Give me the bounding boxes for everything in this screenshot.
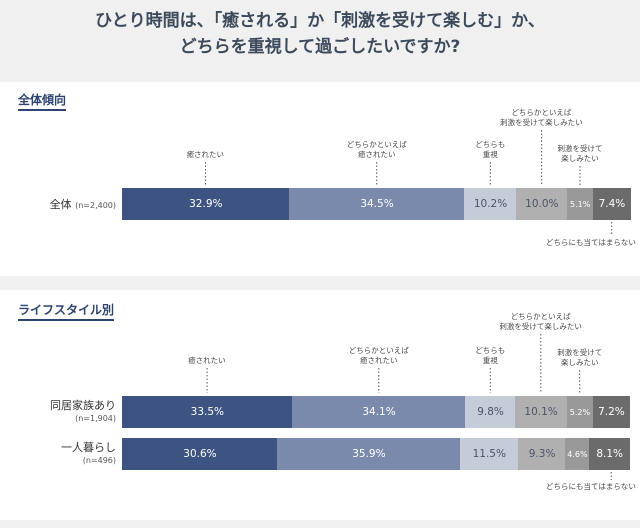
bar-segment-heal: 32.9% xyxy=(122,188,290,220)
row-label-name: 同居家族あり xyxy=(50,399,116,412)
annotation-line: 癒されたい xyxy=(188,356,226,365)
stacked-bar: 30.6% 35.9% 11.5% 9.3% 4.6% 8.1% xyxy=(122,438,631,470)
annotation-line: 重視 xyxy=(482,356,498,365)
bar-segment-somewhat-heal: 34.5% xyxy=(289,188,465,220)
annotation-line: どちらも xyxy=(475,140,506,149)
annotation-somewhat-stimulate: どちらかといえば 刺激を受けて楽しみたい xyxy=(500,108,583,128)
chart-title: ひとり時間は、「癒される」か「刺激を受けて楽しむ」か、 どちらを重視して過ごした… xyxy=(0,8,640,60)
bar-segment-neither: 8.1% xyxy=(588,438,631,470)
row-label-name: 全体 xyxy=(49,198,72,211)
bar-segment-both: 11.5% xyxy=(459,438,519,470)
annotation-line: 刺激を受けて xyxy=(557,348,603,357)
annotation-line: 癒されたい xyxy=(360,356,398,365)
bar-segment-somewhat-heal: 34.1% xyxy=(292,396,466,428)
section-heading-overall: 全体傾向 xyxy=(18,92,67,111)
bar-segment-somewhat-stimulate: 9.3% xyxy=(518,438,566,470)
bar-segment-somewhat-heal: 35.9% xyxy=(277,438,461,470)
bar-segment-both: 9.8% xyxy=(465,396,516,428)
annotation-somewhat-heal: どちらかといえば 癒されたい xyxy=(349,346,409,366)
annotation-line: どちらかといえば xyxy=(346,140,407,149)
annotation-line: どちらかといえば xyxy=(348,346,409,355)
stacked-bar: 33.5% 34.1% 9.8% 10.1% 5.2% 7.2% xyxy=(122,396,630,428)
bar-segment-heal: 33.5% xyxy=(122,396,293,428)
annotation-line: 刺激を受けて xyxy=(557,144,603,153)
lifestyle-panel: ライフスタイル別 癒されたい どちらかといえば 癒されたい どちらも 重視 どちらかといえ… xyxy=(0,290,640,520)
bar-segment-both: 10.2% xyxy=(464,188,517,220)
bar-segment-stimulate: 5.1% xyxy=(567,188,594,220)
annotation-line: どちらも xyxy=(475,346,506,355)
row-label: 同居家族あり (n=1,904) xyxy=(50,399,116,425)
annotation-line: どちらかといえば xyxy=(510,312,571,321)
annotation-heal: 癒されたい xyxy=(188,356,226,366)
bar-segment-neither: 7.2% xyxy=(592,396,630,428)
annotation-somewhat-heal: どちらかといえば 癒されたい xyxy=(347,140,407,160)
row-label: 全体 (n=2,400) xyxy=(50,198,116,212)
bar-segment-stimulate: 5.2% xyxy=(566,396,594,428)
annotation-both: どちらも 重視 xyxy=(475,140,505,160)
bar-segment-neither: 7.4% xyxy=(592,188,631,220)
annotation-heal: 癒されたい xyxy=(187,150,225,160)
annotation-line: どちらにも当てはまらない xyxy=(546,482,636,491)
bar-segment-somewhat-stimulate: 10.0% xyxy=(516,188,568,220)
row-label-name: 一人暮らし xyxy=(61,441,116,454)
annotation-line: どちらかといえば xyxy=(511,108,572,117)
annotation-line: 重視 xyxy=(482,150,498,159)
stacked-bar: 32.9% 34.5% 10.2% 10.0% 5.1% 7.4% xyxy=(122,188,631,220)
annotation-line: 癒されたい xyxy=(186,150,225,159)
annotation-both: どちらも 重視 xyxy=(475,346,505,366)
annotation-line: 刺激を受けて楽しみたい xyxy=(500,118,583,127)
chart-title-line2: どちらを重視して過ごしたいですか? xyxy=(179,37,461,57)
section-heading-lifestyle: ライフスタイル別 xyxy=(18,302,115,321)
annotation-line: 楽しみたい xyxy=(560,358,599,367)
overall-panel: 全体傾向 癒されたい どちらかといえば 癒されたい どちらも 重視 どちらかといえば 刺激を… xyxy=(0,82,640,276)
annotation-line: どちらにも当てはまらない xyxy=(546,238,636,247)
annotation-stimulate: 刺激を受けて 楽しみたい xyxy=(557,144,602,164)
row-label: 一人暮らし (n=496) xyxy=(61,441,116,467)
annotation-neither: どちらにも当てはまらない xyxy=(546,482,636,492)
annotation-line: 癒されたい xyxy=(358,150,396,159)
row-label-n: (n=496) xyxy=(82,456,116,465)
bar-segment-stimulate: 4.6% xyxy=(565,438,590,470)
annotation-neither: どちらにも当てはまらない xyxy=(546,238,636,248)
bar-segment-somewhat-stimulate: 10.1% xyxy=(515,396,567,428)
annotation-line: 楽しみたい xyxy=(561,154,599,163)
annotation-somewhat-stimulate: どちらかといえば 刺激を受けて楽しみたい xyxy=(499,312,582,332)
annotation-stimulate: 刺激を受けて 楽しみたい xyxy=(557,348,602,368)
bar-segment-heal: 30.6% xyxy=(122,438,278,470)
chart-title-line1: ひとり時間は、「癒される」か「刺激を受けて楽しむ」か、 xyxy=(95,11,545,31)
row-label-n: (n=1,904) xyxy=(75,414,116,423)
row-label-n: (n=2,400) xyxy=(75,201,116,210)
annotation-line: 刺激を受けて楽しみたい xyxy=(499,322,582,331)
